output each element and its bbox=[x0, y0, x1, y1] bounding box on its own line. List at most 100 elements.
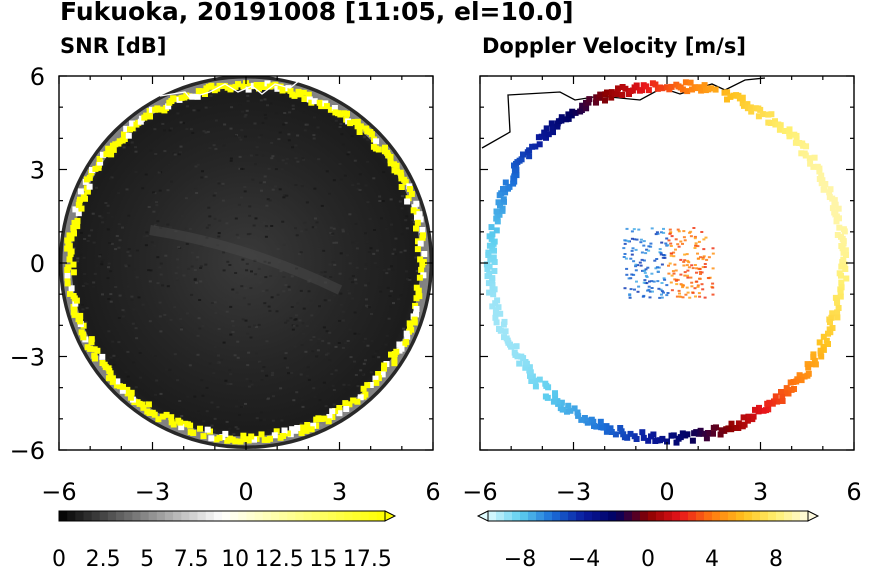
snr-speckle-cell bbox=[179, 145, 183, 148]
snr-speckle-cell bbox=[339, 292, 343, 295]
doppler-clutter-cell bbox=[678, 292, 681, 295]
doppler-clutter-cell bbox=[696, 285, 700, 288]
snr-speckle-cell bbox=[389, 290, 393, 293]
snr-ring-cell bbox=[387, 154, 394, 160]
doppler-ring-cell bbox=[558, 114, 565, 121]
snr-speckle-cell bbox=[117, 192, 121, 195]
doppler-clutter-cell bbox=[637, 228, 641, 231]
snr-speckle-cell bbox=[100, 263, 104, 266]
snr-speckle-cell bbox=[325, 170, 329, 173]
doppler-clutter-cell bbox=[636, 264, 640, 267]
snr-speckle-cell bbox=[76, 257, 80, 260]
snr-speckle-cell bbox=[367, 251, 371, 253]
snr-speckle-cell bbox=[246, 233, 250, 236]
snr-speckle-cell bbox=[382, 269, 386, 272]
snr-ring-cell bbox=[382, 144, 388, 151]
snr-speckle-cell bbox=[368, 218, 372, 220]
snr-speckle-cell bbox=[245, 262, 249, 265]
doppler-ring-cell bbox=[735, 420, 742, 427]
doppler-ring-cell bbox=[491, 268, 498, 274]
doppler-ring-cell bbox=[740, 414, 747, 421]
snr-ring-cell bbox=[350, 397, 357, 404]
snr-speckle-cell bbox=[179, 121, 183, 124]
doppler-ring-cell bbox=[698, 87, 705, 94]
snr-speckle-cell bbox=[280, 419, 284, 422]
snr-speckle-cell bbox=[263, 305, 267, 308]
doppler-ring-cell bbox=[528, 378, 535, 384]
snr-speckle-cell bbox=[110, 242, 114, 245]
doppler-ring-cell bbox=[567, 407, 574, 414]
snr-speckle-cell bbox=[87, 234, 91, 237]
doppler-ring-cell bbox=[838, 263, 845, 270]
doppler-ring-cell bbox=[494, 297, 501, 304]
snr-speckle-cell bbox=[235, 291, 239, 294]
doppler-clutter-cell bbox=[662, 254, 666, 256]
doppler-clutter-cell bbox=[667, 239, 671, 242]
doppler-ring-cell bbox=[513, 172, 520, 179]
snr-panel-title: SNR [dB] bbox=[60, 34, 167, 58]
doppler-ring-cell bbox=[496, 211, 503, 218]
snr-speckle-cell bbox=[316, 126, 320, 129]
snr-speckle-cell bbox=[208, 117, 212, 120]
snr-speckle-cell bbox=[288, 410, 291, 413]
snr-speckle-cell bbox=[320, 204, 324, 207]
snr-speckle-cell bbox=[237, 203, 241, 206]
doppler-ring-cell bbox=[486, 242, 493, 249]
snr-ring-cell bbox=[68, 248, 75, 255]
snr-speckle-cell bbox=[141, 187, 145, 190]
snr-ring-cell bbox=[308, 99, 315, 106]
doppler-ring-cell bbox=[745, 413, 752, 420]
snr-speckle-cell bbox=[294, 227, 297, 230]
snr-speckle-cell bbox=[222, 269, 226, 272]
snr-speckle-cell bbox=[294, 144, 298, 147]
doppler-clutter-cell bbox=[660, 231, 663, 234]
doppler-clutter-cell bbox=[649, 242, 653, 245]
snr-ring-cell bbox=[75, 316, 82, 323]
snr-ring-cell bbox=[292, 427, 299, 434]
snr-speckle-cell bbox=[249, 336, 253, 339]
snr-speckle-cell bbox=[300, 230, 304, 233]
snr-ring-cell bbox=[347, 120, 354, 127]
doppler-ring-cell bbox=[639, 429, 646, 436]
colorbar-segment bbox=[704, 511, 713, 521]
snr-speckle-cell bbox=[156, 282, 160, 285]
snr-speckle-cell bbox=[209, 94, 213, 97]
snr-ring-cell bbox=[75, 210, 82, 217]
snr-speckle-cell bbox=[159, 262, 163, 265]
snr-ring-cell bbox=[121, 131, 127, 138]
snr-speckle-cell bbox=[331, 232, 335, 235]
snr-ring-cell bbox=[198, 88, 205, 95]
snr-speckle-cell bbox=[92, 285, 95, 288]
doppler-ring-cell bbox=[489, 303, 496, 310]
doppler-clutter-cell bbox=[650, 272, 654, 275]
snr-ring-cell bbox=[418, 266, 425, 273]
doppler-ring-cell bbox=[826, 189, 833, 196]
snr-speckle-cell bbox=[240, 129, 244, 132]
doppler-ring-cell bbox=[786, 130, 793, 137]
snr-speckle-cell bbox=[232, 433, 236, 436]
snr-speckle-cell bbox=[263, 175, 267, 178]
doppler-ring-cell bbox=[837, 293, 844, 300]
doppler-ring-cell bbox=[782, 390, 789, 397]
snr-speckle-cell bbox=[394, 253, 398, 256]
snr-speckle-cell bbox=[279, 387, 283, 390]
snr-speckle-cell bbox=[378, 200, 382, 202]
doppler-ring-cell bbox=[843, 252, 849, 258]
y-tick-label: 3 bbox=[30, 157, 45, 185]
doppler-ring-cell bbox=[490, 254, 497, 261]
snr-speckle-cell bbox=[236, 356, 240, 359]
doppler-clutter-cell bbox=[667, 272, 671, 275]
snr-ring-cell bbox=[124, 386, 131, 393]
snr-ring-cell bbox=[354, 123, 361, 130]
doppler-clutter-cell bbox=[711, 247, 715, 250]
colorbar-segment bbox=[504, 511, 513, 521]
snr-ring-cell bbox=[342, 400, 349, 407]
snr-ring-cell bbox=[248, 433, 255, 440]
snr-speckle-cell bbox=[229, 159, 233, 162]
snr-speckle-cell bbox=[154, 153, 158, 155]
snr-speckle-cell bbox=[106, 277, 110, 280]
snr-speckle-cell bbox=[229, 383, 233, 385]
snr-ring-cell bbox=[316, 99, 323, 106]
snr-ring-cell bbox=[74, 223, 81, 230]
snr-ring-cell bbox=[411, 319, 418, 326]
